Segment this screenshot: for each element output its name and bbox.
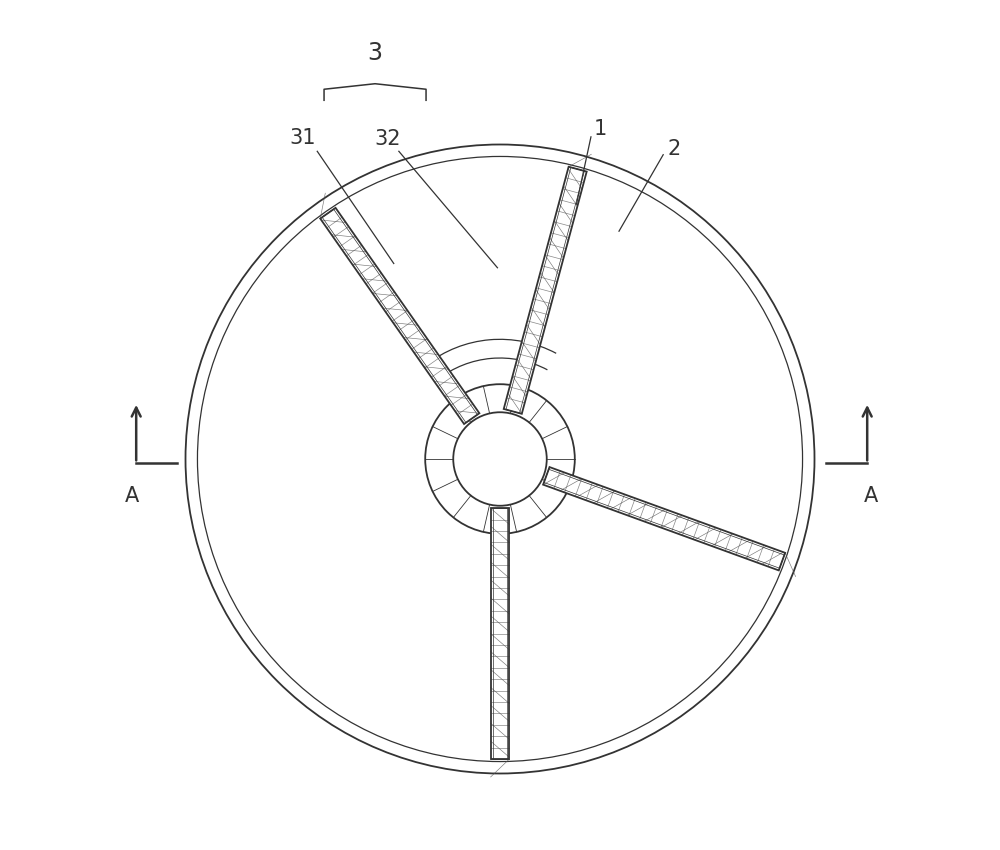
Text: 1: 1 (594, 119, 607, 139)
Polygon shape (320, 208, 479, 424)
Text: 31: 31 (290, 128, 316, 148)
Text: 3: 3 (368, 42, 383, 65)
Text: A: A (864, 485, 879, 506)
Text: 2: 2 (668, 139, 681, 159)
Text: 32: 32 (375, 129, 401, 150)
Polygon shape (543, 468, 785, 570)
Polygon shape (491, 508, 509, 759)
Polygon shape (504, 167, 587, 414)
Text: A: A (125, 485, 139, 506)
